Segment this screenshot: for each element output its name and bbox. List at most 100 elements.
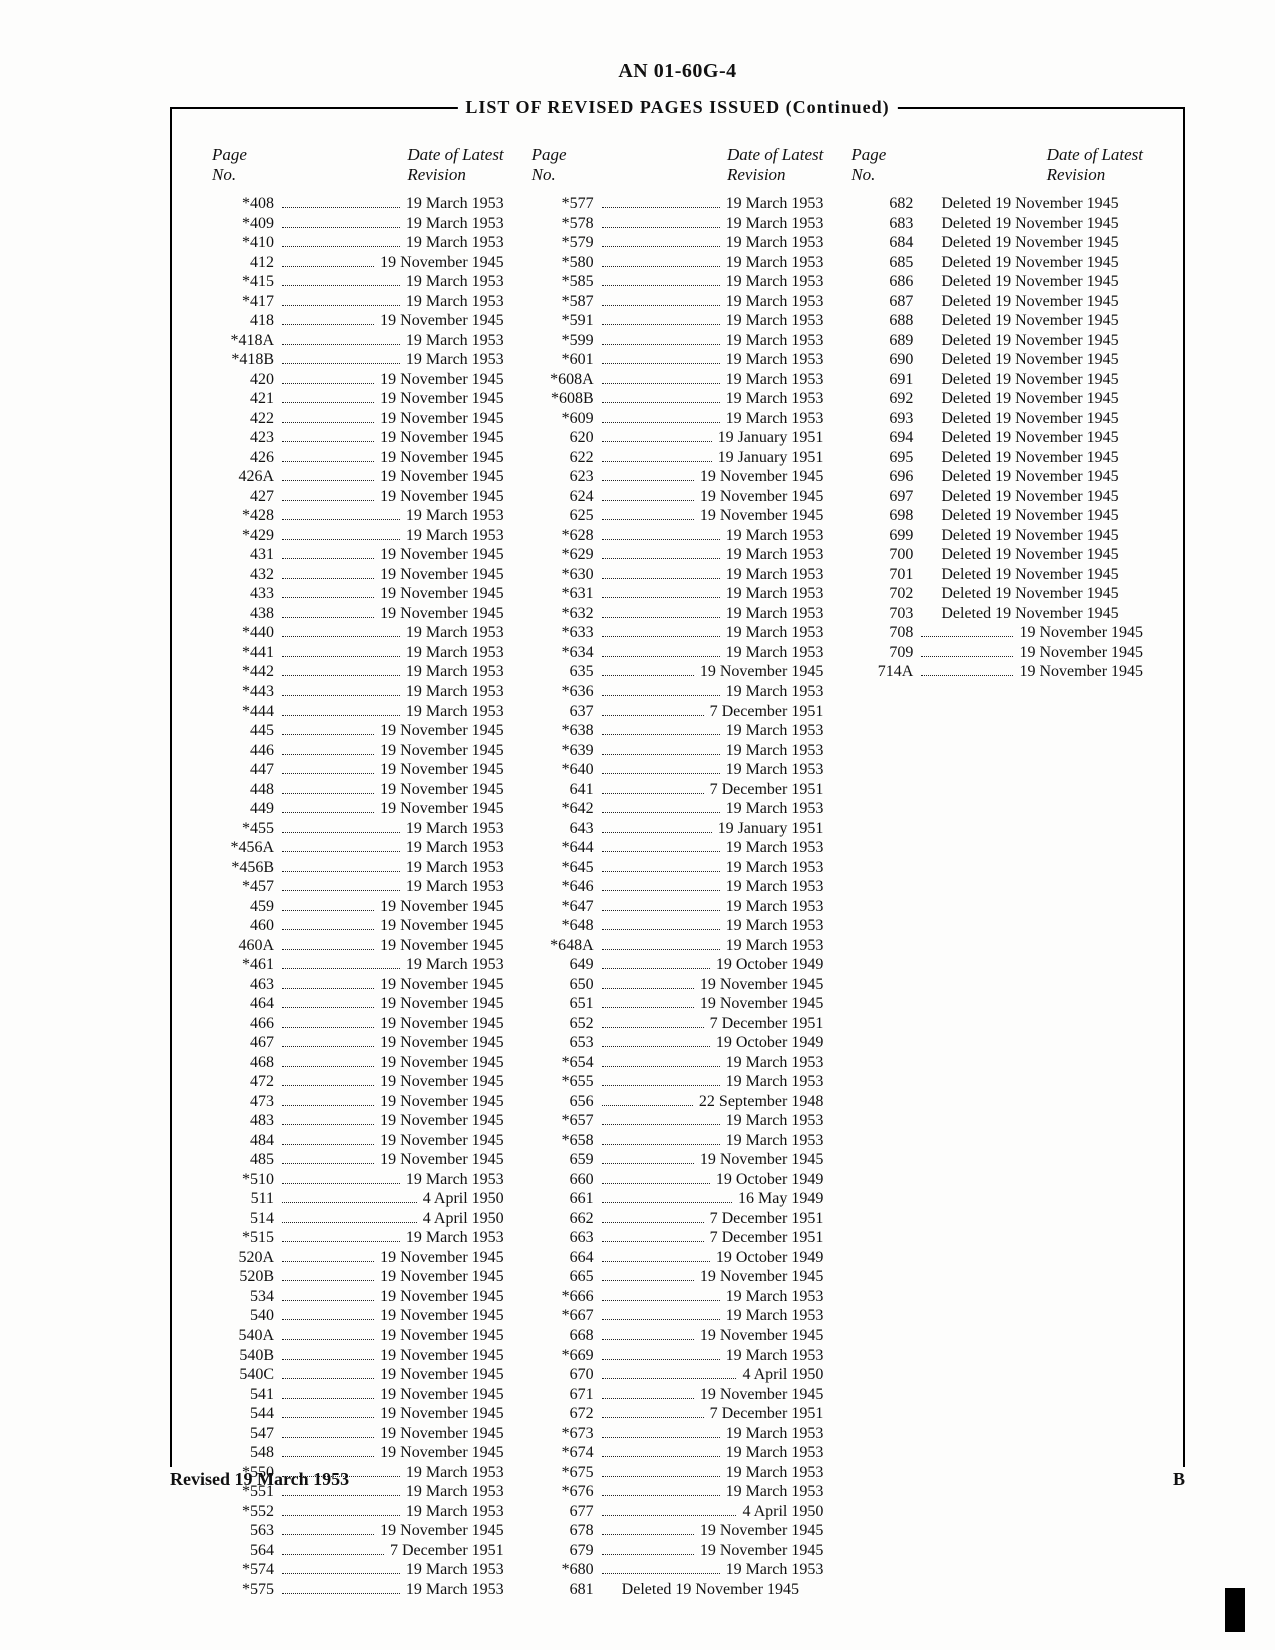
dot-leader — [602, 901, 720, 911]
dot-leader — [602, 589, 720, 599]
dot-leader — [282, 784, 374, 794]
dot-leader — [602, 1233, 704, 1243]
dot-leader — [282, 1233, 400, 1243]
entry-revision-date: 19 March 1953 — [724, 565, 824, 585]
entry-page-number: *658 — [532, 1131, 598, 1151]
revision-entry: *59919 March 1953 — [532, 331, 824, 351]
revision-entry: 46619 November 1945 — [212, 1014, 504, 1034]
entry-page-number: *574 — [212, 1560, 278, 1580]
revision-entry: 65319 October 1949 — [532, 1033, 824, 1053]
entry-revision-date: 19 March 1953 — [724, 389, 824, 409]
revision-entry: 693Deleted 19 November 1945 — [851, 409, 1143, 429]
dot-leader — [921, 647, 1013, 657]
entry-page-number: 433 — [212, 584, 278, 604]
revision-entry: 42119 November 1945 — [212, 389, 504, 409]
dot-leader — [602, 1037, 710, 1047]
dot-leader — [282, 511, 400, 521]
entry-page-number: 622 — [532, 448, 598, 468]
dot-leader — [602, 354, 720, 364]
dot-leader — [282, 803, 374, 813]
entry-page-number: 468 — [212, 1053, 278, 1073]
column-header-left: Page No. — [532, 145, 567, 184]
entry-revision-date: 19 November 1945 — [378, 1365, 504, 1385]
page-footer: Revised 19 March 1953 B — [170, 1469, 1185, 1490]
dot-leader — [602, 315, 720, 325]
entry-page-number: 547 — [212, 1424, 278, 1444]
dot-leader — [282, 296, 400, 306]
entry-page-number: *636 — [532, 682, 598, 702]
dot-leader — [602, 940, 720, 950]
entry-revision-date: Deleted 19 November 1945 — [931, 350, 1143, 370]
dot-leader — [282, 413, 374, 423]
entry-revision-date: 19 March 1953 — [724, 233, 824, 253]
entry-revision-date: 19 November 1945 — [378, 1404, 504, 1424]
revision-entry: 44819 November 1945 — [212, 780, 504, 800]
dot-leader — [282, 276, 400, 286]
revision-entry: 54819 November 1945 — [212, 1443, 504, 1463]
dot-leader — [602, 1252, 710, 1262]
entry-revision-date: Deleted 19 November 1945 — [931, 467, 1143, 487]
revision-entry: *63919 March 1953 — [532, 741, 824, 761]
entry-revision-date: 19 November 1945 — [1017, 662, 1143, 682]
entry-revision-date: 19 November 1945 — [378, 565, 504, 585]
entry-page-number: 656 — [532, 1092, 598, 1112]
entry-revision-date: 19 March 1953 — [724, 623, 824, 643]
entry-page-number: 641 — [532, 780, 598, 800]
entry-revision-date: 19 November 1945 — [378, 1385, 504, 1405]
dot-leader — [282, 823, 400, 833]
entry-page-number: *608A — [532, 370, 598, 390]
revision-entry: 44919 November 1945 — [212, 799, 504, 819]
revision-entry: 460A19 November 1945 — [212, 936, 504, 956]
revision-entry: 702Deleted 19 November 1945 — [851, 584, 1143, 604]
entry-page-number: 412 — [212, 253, 278, 273]
entry-page-number: *457 — [212, 877, 278, 897]
entry-page-number: *669 — [532, 1346, 598, 1366]
revision-entry: *40819 March 1953 — [212, 194, 504, 214]
revision-entry: *40919 March 1953 — [212, 214, 504, 234]
dot-leader — [602, 432, 712, 442]
revision-entry: 701Deleted 19 November 1945 — [851, 565, 1143, 585]
entry-page-number: 689 — [851, 331, 917, 351]
dot-leader — [602, 1428, 720, 1438]
entry-page-number: *633 — [532, 623, 598, 643]
entry-page-number: 664 — [532, 1248, 598, 1268]
entry-revision-date: 4 April 1950 — [740, 1365, 823, 1385]
entry-revision-date: 19 March 1953 — [724, 370, 824, 390]
entry-revision-date: Deleted 19 November 1945 — [931, 506, 1143, 526]
entry-revision-date: 19 November 1945 — [378, 936, 504, 956]
column-header-left: Page No. — [212, 145, 247, 184]
entry-revision-date: 19 March 1953 — [724, 1443, 824, 1463]
entry-revision-date: Deleted 19 November 1945 — [931, 389, 1143, 409]
revision-entry: 42319 November 1945 — [212, 428, 504, 448]
entry-page-number: 668 — [532, 1326, 598, 1346]
revision-entry: *63419 March 1953 — [532, 643, 824, 663]
revision-entry: *65419 March 1953 — [532, 1053, 824, 1073]
entry-page-number: 420 — [212, 370, 278, 390]
entry-revision-date: Deleted 19 November 1945 — [931, 604, 1143, 624]
revision-entry: 6704 April 1950 — [532, 1365, 824, 1385]
entry-page-number: 696 — [851, 467, 917, 487]
entry-revision-date: 19 November 1945 — [378, 1092, 504, 1112]
entry-revision-date: 19 March 1953 — [724, 741, 824, 761]
revision-entry: *608A 19 March 1953 — [532, 370, 824, 390]
entry-page-number: 540A — [212, 1326, 278, 1346]
revision-entry: 696 Deleted 19 November 1945 — [851, 467, 1143, 487]
entry-page-number: *456B — [212, 858, 278, 878]
entry-page-number: 422 — [212, 409, 278, 429]
entry-page-number: 484 — [212, 1131, 278, 1151]
revision-entry: 46419 November 1945 — [212, 994, 504, 1014]
revision-entry: *58519 March 1953 — [532, 272, 824, 292]
footer-revised: Revised 19 March 1953 — [170, 1469, 349, 1490]
revision-entry: 695Deleted 19 November 1945 — [851, 448, 1143, 468]
dot-leader — [921, 492, 927, 501]
entry-revision-date: 19 March 1953 — [724, 1111, 824, 1131]
dot-leader — [282, 374, 374, 384]
revision-entry: *55219 March 1953 — [212, 1502, 504, 1522]
entry-page-number: *442 — [212, 662, 278, 682]
entry-revision-date: 19 March 1953 — [724, 877, 824, 897]
entry-revision-date: 19 March 1953 — [724, 682, 824, 702]
revision-entry: 6774 April 1950 — [532, 1502, 824, 1522]
revision-entry: 65119 November 1945 — [532, 994, 824, 1014]
entry-page-number: *443 — [212, 682, 278, 702]
entry-revision-date: 19 March 1953 — [724, 1072, 824, 1092]
